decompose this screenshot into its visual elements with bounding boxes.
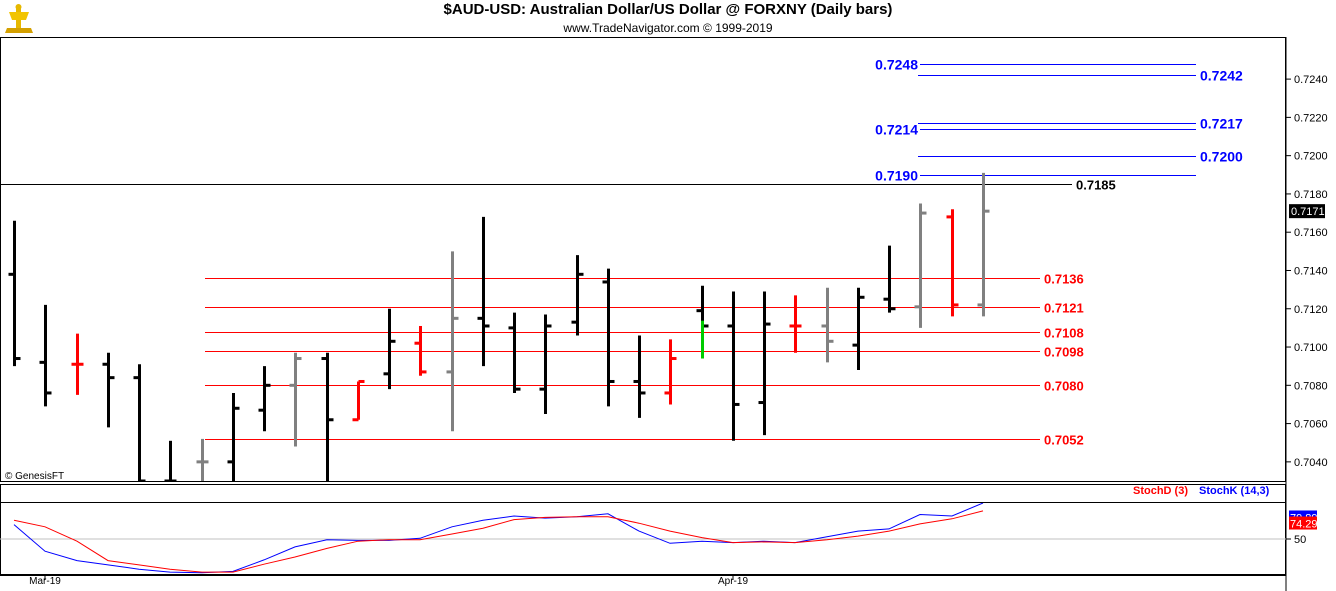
ohlc-bar xyxy=(696,285,709,359)
price-tick-label: 0.7200 xyxy=(1294,151,1328,163)
level-label: 0.7052 xyxy=(1044,433,1084,448)
ohlc-bar xyxy=(39,304,52,407)
stoch-d-value-box xyxy=(1289,516,1317,530)
last-price-label: 0.7171 xyxy=(1291,206,1325,218)
level-label: 0.7217 xyxy=(1200,116,1243,132)
level-label: 0.7248 xyxy=(875,57,918,73)
ohlc-bar xyxy=(633,335,646,418)
price-tick-label: 0.7100 xyxy=(1294,342,1328,354)
ohlc-bar xyxy=(664,339,677,405)
ohlc-bar xyxy=(977,172,990,317)
ohlc-bar xyxy=(914,203,927,328)
level-label: 0.7242 xyxy=(1200,68,1243,84)
ohlc-bar xyxy=(477,216,490,367)
level-label: 0.7200 xyxy=(1200,149,1243,165)
level-label: 0.7080 xyxy=(1044,379,1084,394)
ohlc-bar xyxy=(571,255,584,336)
ohlc-bar xyxy=(727,291,740,441)
stoch-d-value: 74.29 xyxy=(1290,519,1318,531)
ohlc-bar xyxy=(852,287,865,370)
price-tick-label: 0.7240 xyxy=(1294,74,1328,86)
price-axis: 0.7240 0.7220 0.7200 0.7180 0.7160 0.7140 0.71… xyxy=(1286,74,1328,469)
chart-subtitle: www.TradeNavigator.com © 1999-2019 xyxy=(563,21,773,35)
ohlc-bar xyxy=(446,251,459,432)
price-tick-label: 0.7220 xyxy=(1294,112,1328,124)
ohlc-bar xyxy=(258,366,271,432)
ohlc-bar xyxy=(383,308,396,390)
legend-stoch-k: StochK (14,3) xyxy=(1199,485,1270,497)
level-label: 0.7136 xyxy=(1044,272,1084,287)
price-tick-label: 0.7160 xyxy=(1294,227,1328,239)
level-lines: 0.7248 0.7242 0.7217 0.7214 0.7200 0.7190 0.71… xyxy=(1,57,1243,448)
ohlc-bar xyxy=(508,312,521,393)
ohlc-bar xyxy=(196,438,209,481)
ohlc-bar xyxy=(289,352,302,447)
chart-title: $AUD-USD: Australian Dollar/US Dollar @ … xyxy=(443,1,893,18)
ohlc-bar xyxy=(539,314,552,415)
stoch-d-line xyxy=(13,510,984,573)
ohlc-bar xyxy=(602,268,615,407)
price-tick-label: 0.7120 xyxy=(1294,304,1328,316)
ohlc-bar xyxy=(164,440,177,481)
ohlc-bar xyxy=(133,364,146,481)
price-tick-label: 0.7040 xyxy=(1294,457,1328,469)
ohlc-bar xyxy=(758,291,771,436)
price-panel xyxy=(0,37,1286,482)
level-label: 0.7185 xyxy=(1076,178,1116,193)
last-price-box xyxy=(1289,204,1325,219)
ohlc-bar xyxy=(321,352,334,481)
ohlc-bar xyxy=(883,245,896,313)
ohlc-bar xyxy=(102,352,115,428)
indicator-panel xyxy=(0,484,1286,575)
ohlc-bar xyxy=(821,287,834,363)
price-tick-label: 0.7180 xyxy=(1294,189,1328,201)
time-tick-label: Mar-19 xyxy=(29,576,61,587)
level-label: 0.7098 xyxy=(1044,345,1084,360)
time-tick-label: Apr-19 xyxy=(718,576,748,587)
ohlc-bar xyxy=(8,220,21,367)
stoch-k-line xyxy=(13,503,984,574)
level-label: 0.7214 xyxy=(875,122,918,138)
watermark: © GenesisFT xyxy=(5,471,64,482)
price-tick-label: 0.7140 xyxy=(1294,265,1328,277)
time-axis: Mar-19 Apr-19 xyxy=(29,575,748,587)
logo-icon xyxy=(2,2,36,36)
ohlc-bar xyxy=(946,209,959,317)
level-label: 0.7121 xyxy=(1044,301,1084,316)
level-label: 0.7190 xyxy=(875,168,918,184)
ohlc-bar xyxy=(414,325,427,376)
ohlc-bar xyxy=(789,295,802,353)
price-bars xyxy=(8,172,990,481)
price-tick-label: 0.7060 xyxy=(1294,419,1328,431)
ohlc-bar xyxy=(352,379,365,422)
legend-stoch-d: StochD (3) xyxy=(1133,485,1188,497)
ohlc-bar xyxy=(71,333,84,395)
level-label: 0.7108 xyxy=(1044,326,1084,341)
stoch-tick-label: 50 xyxy=(1294,534,1306,546)
price-tick-label: 0.7080 xyxy=(1294,380,1328,392)
ohlc-bar xyxy=(227,392,240,481)
